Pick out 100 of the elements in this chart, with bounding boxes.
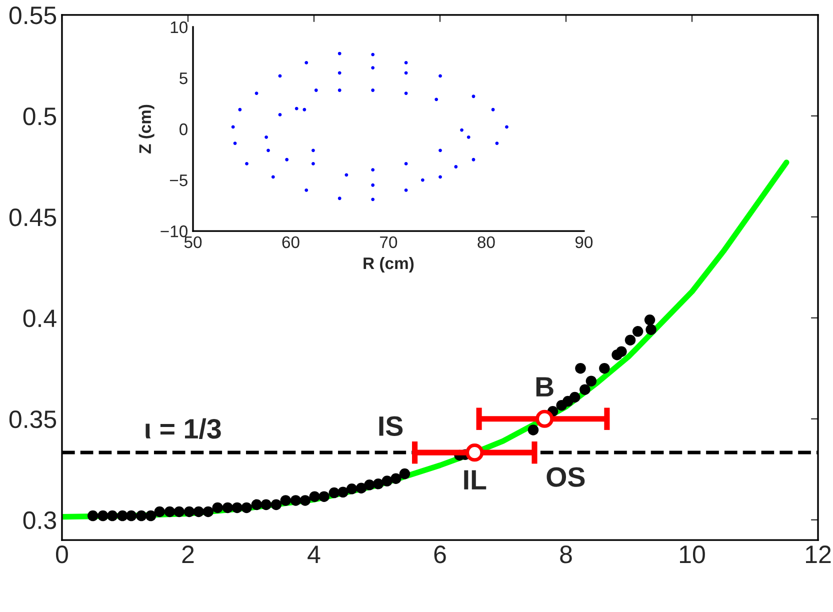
y-axis-title: Z (cm) xyxy=(138,104,154,154)
point xyxy=(318,491,330,502)
point xyxy=(382,476,392,486)
point xyxy=(528,424,539,436)
point xyxy=(212,502,223,514)
point xyxy=(222,502,234,514)
point xyxy=(371,198,375,202)
point xyxy=(434,98,438,102)
point xyxy=(87,510,98,522)
point xyxy=(241,502,252,514)
point xyxy=(575,362,586,374)
point xyxy=(174,506,185,518)
point xyxy=(438,175,442,179)
point xyxy=(117,510,128,522)
point xyxy=(466,135,470,139)
point xyxy=(136,510,147,522)
point xyxy=(290,495,302,506)
point xyxy=(309,491,320,502)
annotation: IL xyxy=(464,470,486,490)
x-tick-label: 12 xyxy=(806,546,831,564)
x-tick-label: 4 xyxy=(308,546,320,564)
point xyxy=(271,175,275,179)
point xyxy=(260,499,272,510)
point xyxy=(254,92,258,96)
point xyxy=(245,162,248,166)
point xyxy=(580,384,590,395)
point xyxy=(466,444,484,462)
point xyxy=(312,148,315,152)
point xyxy=(231,125,235,129)
point xyxy=(338,71,342,75)
point xyxy=(569,392,580,403)
point xyxy=(285,158,289,162)
point xyxy=(184,506,195,518)
point xyxy=(536,410,554,428)
point xyxy=(346,484,358,494)
point xyxy=(632,326,644,337)
annotation: ι = 1/3 xyxy=(146,418,221,439)
point xyxy=(145,510,156,522)
point xyxy=(338,88,342,92)
point xyxy=(454,165,458,168)
x-tick-label: 50 xyxy=(184,236,202,248)
x-tick-label: 70 xyxy=(380,236,398,248)
point xyxy=(338,486,348,498)
point xyxy=(312,162,315,166)
y-tick-label: 0 xyxy=(180,123,188,136)
y-tick-label: −5 xyxy=(170,174,188,186)
point xyxy=(646,324,656,335)
point xyxy=(280,495,292,506)
x-tick-label: 60 xyxy=(282,236,300,248)
point xyxy=(251,499,262,510)
point xyxy=(364,480,375,490)
point xyxy=(302,108,306,112)
point xyxy=(314,88,318,92)
point xyxy=(371,66,375,70)
point xyxy=(107,510,118,522)
point xyxy=(495,142,499,145)
point xyxy=(624,334,636,346)
point xyxy=(154,506,166,518)
point xyxy=(294,106,298,110)
y-tick-label: 0.45 xyxy=(9,208,56,226)
annotation: OS xyxy=(546,467,585,487)
point xyxy=(460,128,464,132)
point xyxy=(278,113,282,116)
point xyxy=(404,60,408,64)
y-tick-label: 0.3 xyxy=(23,511,56,530)
y-tick-label: 0.5 xyxy=(23,108,56,126)
point xyxy=(644,314,656,326)
x-tick-label: 2 xyxy=(182,546,194,564)
point xyxy=(371,183,375,187)
point xyxy=(491,108,495,112)
point xyxy=(304,188,308,192)
x-tick-label: 6 xyxy=(434,546,446,564)
point xyxy=(270,499,282,510)
point xyxy=(371,52,375,56)
point xyxy=(399,468,410,480)
point xyxy=(420,178,424,182)
point xyxy=(266,148,270,152)
point xyxy=(404,162,408,166)
y-tick-label: 0.35 xyxy=(9,410,56,428)
point xyxy=(300,495,311,506)
point xyxy=(98,510,108,522)
point xyxy=(126,510,137,522)
point xyxy=(371,88,375,92)
point xyxy=(238,108,242,112)
point xyxy=(599,362,610,374)
y-tick-label: 0.4 xyxy=(23,309,56,328)
point xyxy=(233,142,237,145)
annotation: B xyxy=(536,377,554,396)
point xyxy=(616,346,627,357)
x-tick-label: 90 xyxy=(575,236,593,248)
point xyxy=(371,168,375,172)
x-tick-label: 10 xyxy=(680,546,705,564)
point xyxy=(372,478,384,490)
x-tick-label: 0 xyxy=(56,546,68,564)
point xyxy=(264,135,268,139)
point xyxy=(472,158,476,162)
point xyxy=(338,196,342,200)
y-tick-label: 0.55 xyxy=(9,6,56,24)
annotation: IS xyxy=(379,416,403,436)
x-tick-label: 8 xyxy=(560,546,572,564)
